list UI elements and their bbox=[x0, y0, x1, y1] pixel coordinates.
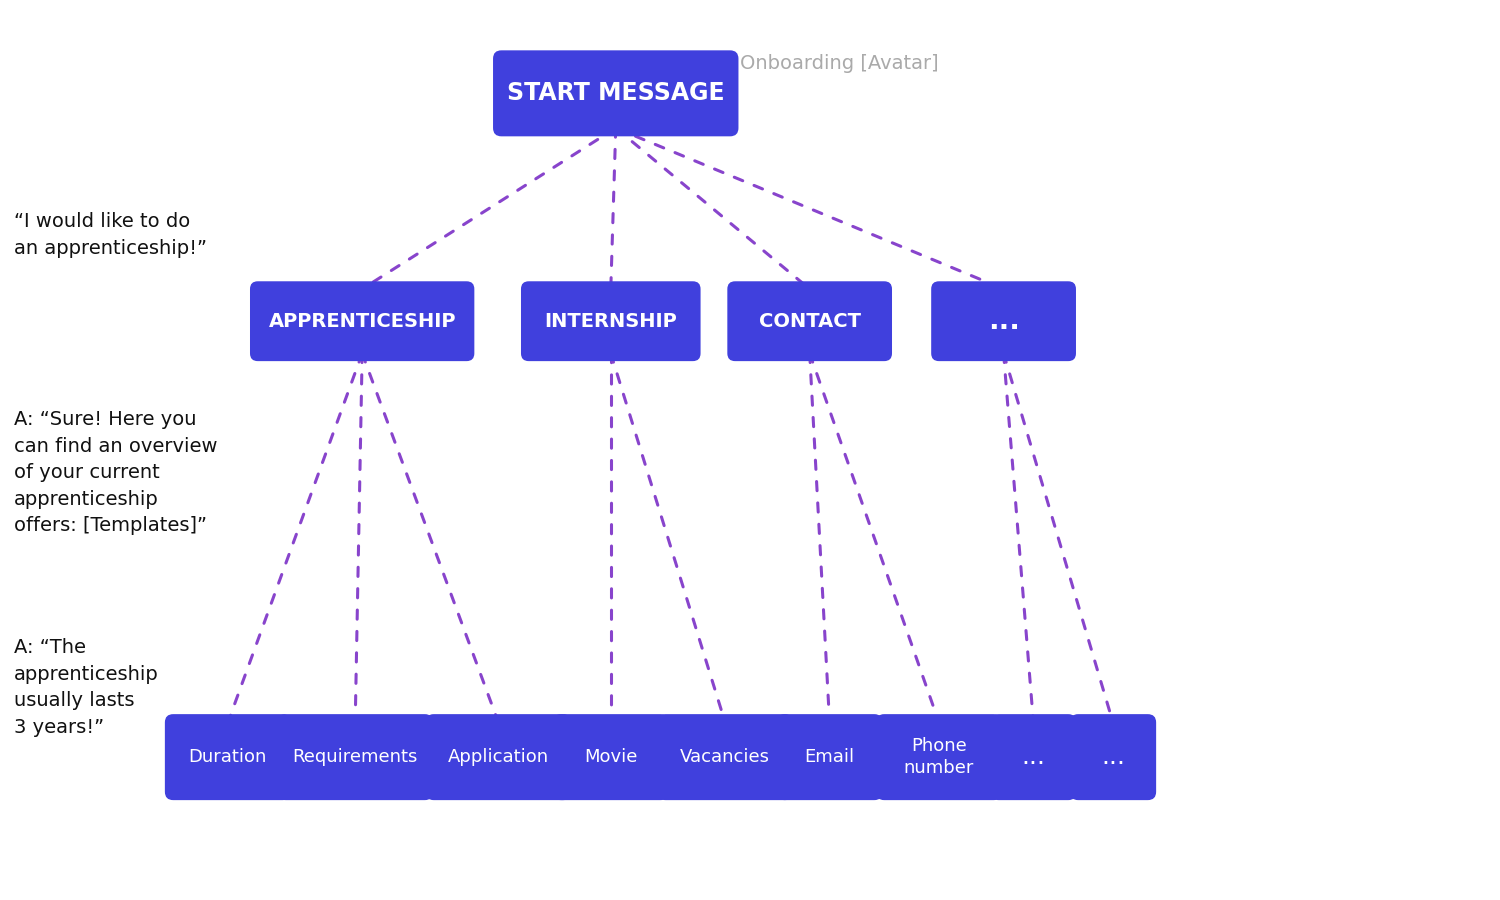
Text: Phone
number: Phone number bbox=[904, 737, 974, 778]
FancyBboxPatch shape bbox=[657, 714, 794, 800]
FancyBboxPatch shape bbox=[426, 714, 572, 800]
Text: Email: Email bbox=[804, 748, 855, 766]
FancyBboxPatch shape bbox=[251, 282, 474, 361]
FancyBboxPatch shape bbox=[520, 282, 701, 361]
FancyBboxPatch shape bbox=[278, 714, 434, 800]
Text: ...: ... bbox=[1101, 745, 1125, 770]
Text: Duration: Duration bbox=[189, 748, 267, 766]
Text: CONTACT: CONTACT bbox=[759, 311, 861, 330]
FancyBboxPatch shape bbox=[728, 282, 892, 361]
Text: ...: ... bbox=[1022, 745, 1046, 770]
FancyBboxPatch shape bbox=[932, 282, 1076, 361]
Text: “I would like to do
an apprenticeship!”: “I would like to do an apprenticeship!” bbox=[13, 212, 207, 257]
Text: Requirements: Requirements bbox=[292, 748, 418, 766]
FancyBboxPatch shape bbox=[777, 714, 882, 800]
Text: APPRENTICESHIP: APPRENTICESHIP bbox=[268, 311, 456, 330]
FancyBboxPatch shape bbox=[552, 714, 669, 800]
FancyBboxPatch shape bbox=[494, 50, 738, 136]
FancyBboxPatch shape bbox=[165, 714, 291, 800]
FancyBboxPatch shape bbox=[990, 714, 1077, 800]
Text: A: “The
apprenticeship
usually lasts
3 years!”: A: “The apprenticeship usually lasts 3 y… bbox=[13, 638, 159, 737]
Text: Vacancies: Vacancies bbox=[680, 748, 770, 766]
Text: A: “Sure! Here you
can find an overview
of your current
apprenticeship
offers: [: A: “Sure! Here you can find an overview … bbox=[13, 410, 217, 536]
Text: Onboarding [Avatar]: Onboarding [Avatar] bbox=[740, 54, 939, 73]
Text: ...: ... bbox=[987, 307, 1020, 335]
FancyBboxPatch shape bbox=[1070, 714, 1156, 800]
Text: Application: Application bbox=[448, 748, 549, 766]
Text: Movie: Movie bbox=[584, 748, 638, 766]
Text: INTERNSHIP: INTERNSHIP bbox=[544, 311, 676, 330]
FancyBboxPatch shape bbox=[876, 714, 1002, 800]
Text: START MESSAGE: START MESSAGE bbox=[507, 81, 724, 105]
